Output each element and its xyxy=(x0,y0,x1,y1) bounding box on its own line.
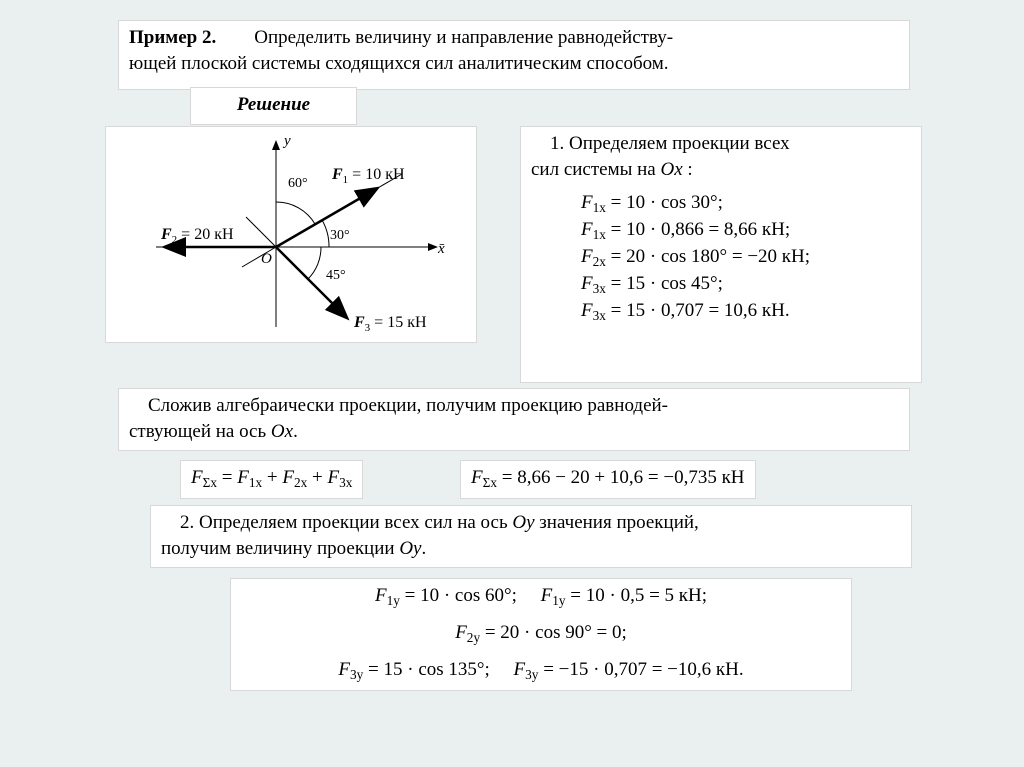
force-diagram-panel: y x̄ O F2 = 20 кН F1 = 10 кН F3 = 15 кН … xyxy=(105,126,477,343)
step1-panel: 1. Определяем проекции всех сил системы … xyxy=(520,126,922,383)
sum-eq-1: FΣx = F1x + F2x + F3x xyxy=(180,460,363,499)
angle-60: 60° xyxy=(288,176,308,191)
solution-label: Решение xyxy=(237,94,310,115)
axis-x-label: x̄ xyxy=(437,241,445,257)
page-root: Пример 2. Определить величину и направле… xyxy=(0,0,1024,767)
step2-intro: 2. Определяем проекции всех сил на ось O… xyxy=(150,505,912,568)
angle-30: 30° xyxy=(330,228,350,243)
step1-eq-4: F3x = 15 · cos 45°; xyxy=(581,271,911,298)
problem-header: Пример 2. Определить величину и направле… xyxy=(118,20,910,90)
header-text-1: Определить величину и направление равнод… xyxy=(254,27,673,48)
step2-eq-2: F2y = 20 · cos 90° = 0; xyxy=(241,620,841,647)
header-line1: Пример 2. Определить величину и направле… xyxy=(129,25,899,51)
step2-eq-3: F3y = 15 · cos 135°; F3y = −15 · 0,707 =… xyxy=(241,657,841,684)
step1-line1: 1. Определяем проекции всех xyxy=(531,131,911,157)
step2-calc: F1y = 10 · cos 60°; F1y = 10 · 0,5 = 5 к… xyxy=(230,578,852,691)
example-label: Пример 2. xyxy=(129,27,216,48)
f1-label: F1 = 10 кН xyxy=(331,166,405,186)
angle-45: 45° xyxy=(326,268,346,283)
origin-label: O xyxy=(261,251,272,267)
mid-line1: Сложив алгебраически проекции, получим п… xyxy=(129,393,899,419)
step2-eq-1: F1y = 10 · cos 60°; F1y = 10 · 0,5 = 5 к… xyxy=(241,583,841,610)
step1-eq-2: F1x = 10 · 0,866 = 8,66 кН; xyxy=(581,217,911,244)
step1-eq-5: F3x = 15 · 0,707 = 10,6 кН. xyxy=(581,298,911,325)
f2-label: F2 = 20 кН xyxy=(160,226,234,246)
mid-line2: ствующей на ось Ox. xyxy=(129,419,899,445)
axis-y-label: y xyxy=(282,133,291,149)
step1-line2: сил системы на Ox : xyxy=(531,157,911,183)
step1-eq-3: F2x = 20 · cos 180° = −20 кН; xyxy=(581,244,911,271)
solution-label-box: Решение xyxy=(190,87,357,125)
sum-eq-2: FΣx = 8,66 − 20 + 10,6 = −0,735 кН xyxy=(460,460,756,499)
f3-label: F3 = 15 кН xyxy=(353,314,427,334)
step1-eq-1: F1x = 10 · cos 30°; xyxy=(581,190,911,217)
mid-paragraph: Сложив алгебраически проекции, получим п… xyxy=(118,388,910,451)
header-line2: ющей плоской системы сходящихся сил анал… xyxy=(129,51,899,77)
force-diagram-svg: y x̄ O F2 = 20 кН F1 = 10 кН F3 = 15 кН … xyxy=(106,127,476,342)
step2-line2: получим величину проекции Oy. xyxy=(161,536,901,562)
step2-line1: 2. Определяем проекции всех сил на ось O… xyxy=(161,510,901,536)
